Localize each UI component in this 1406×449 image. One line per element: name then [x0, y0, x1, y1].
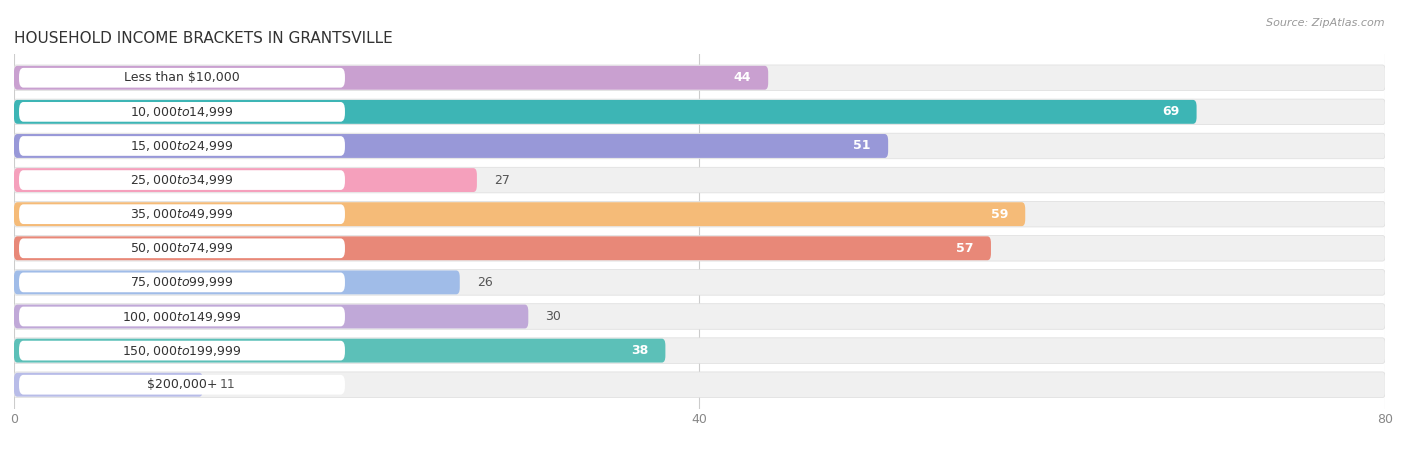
FancyBboxPatch shape [14, 133, 1385, 159]
FancyBboxPatch shape [20, 307, 344, 326]
Text: $25,000 to $34,999: $25,000 to $34,999 [131, 173, 233, 187]
FancyBboxPatch shape [14, 235, 1385, 261]
Text: $150,000 to $199,999: $150,000 to $199,999 [122, 343, 242, 357]
FancyBboxPatch shape [20, 102, 344, 122]
Text: $10,000 to $14,999: $10,000 to $14,999 [131, 105, 233, 119]
Text: 38: 38 [631, 344, 648, 357]
FancyBboxPatch shape [14, 304, 529, 328]
Text: Less than $10,000: Less than $10,000 [124, 71, 240, 84]
FancyBboxPatch shape [20, 204, 344, 224]
FancyBboxPatch shape [14, 168, 477, 192]
Text: 30: 30 [546, 310, 561, 323]
FancyBboxPatch shape [14, 304, 1385, 329]
Text: 11: 11 [219, 378, 235, 391]
Text: $50,000 to $74,999: $50,000 to $74,999 [131, 241, 233, 255]
FancyBboxPatch shape [14, 236, 991, 260]
Text: 26: 26 [477, 276, 492, 289]
FancyBboxPatch shape [14, 65, 1385, 91]
Text: 57: 57 [956, 242, 973, 255]
FancyBboxPatch shape [20, 136, 344, 156]
FancyBboxPatch shape [14, 202, 1025, 226]
Text: $100,000 to $149,999: $100,000 to $149,999 [122, 309, 242, 323]
FancyBboxPatch shape [14, 167, 1385, 193]
FancyBboxPatch shape [20, 375, 344, 395]
Text: Source: ZipAtlas.com: Source: ZipAtlas.com [1267, 18, 1385, 28]
FancyBboxPatch shape [14, 270, 460, 295]
FancyBboxPatch shape [14, 66, 768, 90]
FancyBboxPatch shape [14, 202, 1385, 227]
Text: $35,000 to $49,999: $35,000 to $49,999 [131, 207, 233, 221]
FancyBboxPatch shape [14, 338, 1385, 363]
Text: 69: 69 [1161, 106, 1180, 119]
FancyBboxPatch shape [14, 372, 1385, 397]
FancyBboxPatch shape [20, 238, 344, 258]
Text: 44: 44 [734, 71, 751, 84]
FancyBboxPatch shape [14, 269, 1385, 295]
FancyBboxPatch shape [20, 170, 344, 190]
Text: 51: 51 [853, 140, 870, 153]
Text: 59: 59 [991, 208, 1008, 220]
FancyBboxPatch shape [14, 134, 889, 158]
FancyBboxPatch shape [14, 99, 1385, 125]
Text: $15,000 to $24,999: $15,000 to $24,999 [131, 139, 233, 153]
Text: HOUSEHOLD INCOME BRACKETS IN GRANTSVILLE: HOUSEHOLD INCOME BRACKETS IN GRANTSVILLE [14, 31, 392, 46]
FancyBboxPatch shape [14, 100, 1197, 124]
FancyBboxPatch shape [14, 339, 665, 362]
Text: 27: 27 [494, 174, 510, 187]
Text: $75,000 to $99,999: $75,000 to $99,999 [131, 275, 233, 290]
FancyBboxPatch shape [20, 273, 344, 292]
FancyBboxPatch shape [14, 373, 202, 396]
FancyBboxPatch shape [20, 341, 344, 361]
FancyBboxPatch shape [20, 68, 344, 88]
Text: $200,000+: $200,000+ [146, 378, 218, 391]
